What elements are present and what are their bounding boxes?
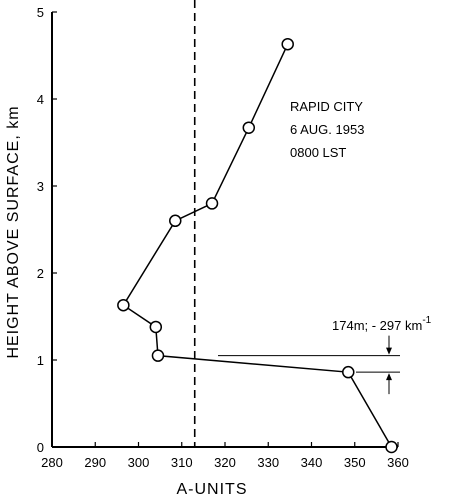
y-tick-label-4: 4	[37, 92, 44, 107]
y-axis-title: HEIGHT ABOVE SURFACE, km	[5, 105, 22, 358]
x-axis-title: A-UNITS	[177, 481, 248, 498]
y-tick-label-5: 5	[37, 5, 44, 20]
x-tick-label-360: 360	[387, 455, 409, 470]
data-point-4	[117, 298, 130, 312]
data-point-8	[281, 37, 294, 51]
data-point-7	[242, 121, 256, 134]
x-tick-label-330: 330	[257, 455, 279, 470]
time-label: 0800 LST	[290, 145, 346, 160]
x-tick-label-300: 300	[128, 455, 150, 470]
data-point-3	[149, 320, 163, 334]
y-tick-label-1: 1	[37, 353, 44, 368]
y-tick-label-3: 3	[37, 179, 44, 194]
series-group	[117, 37, 398, 454]
data-point-6	[205, 197, 219, 210]
data-point-5	[169, 214, 182, 228]
data-point-1	[342, 365, 355, 379]
layer-annotation: 174m; - 297 km-1	[332, 315, 432, 333]
data-point-0	[385, 440, 398, 454]
x-tick-label-280: 280	[41, 455, 63, 470]
y-tick-label-2: 2	[37, 266, 44, 281]
axes: 280 290 300 310 320 330 340 350 360 0 1 2 3 4 5	[37, 5, 409, 470]
x-tick-label-350: 350	[344, 455, 366, 470]
station-name-label: RAPID CITY	[290, 99, 363, 114]
y-tick-label-0: 0	[37, 440, 44, 455]
layer-annotation-superscript: -1	[422, 315, 431, 326]
x-tick-label-340: 340	[301, 455, 323, 470]
x-tick-label-310: 310	[171, 455, 193, 470]
upper-arrow-head	[386, 347, 392, 355]
x-tick-label-290: 290	[84, 455, 106, 470]
x-tick-label-320: 320	[214, 455, 236, 470]
data-point-2	[151, 349, 165, 362]
lower-arrow-head	[386, 373, 392, 381]
layer-annotation-main: 174m; - 297 km	[332, 318, 422, 333]
layer-markers-group	[218, 335, 400, 395]
date-label: 6 AUG. 1953	[290, 122, 364, 137]
